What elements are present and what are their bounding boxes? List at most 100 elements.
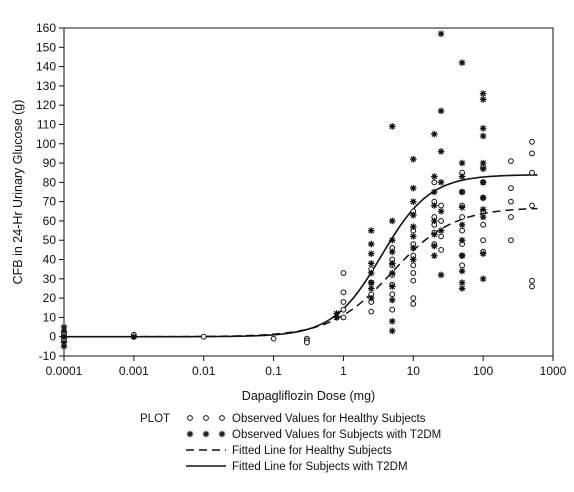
point-t2dm <box>60 323 68 331</box>
legend-circle-icon <box>203 415 209 421</box>
point-t2dm <box>388 248 396 256</box>
legend: PLOT Observed Values for Healthy Subject… <box>140 413 441 473</box>
point-t2dm <box>388 260 396 267</box>
point-healthy <box>410 301 417 307</box>
legend-entry-healthy-observed: Observed Values for Healthy Subjects <box>232 413 426 425</box>
fitted-line-t2dm <box>64 174 538 338</box>
point-t2dm <box>458 279 466 286</box>
point-healthy <box>459 262 466 269</box>
point-t2dm <box>479 179 487 186</box>
point-t2dm <box>431 252 438 259</box>
point-t2dm <box>60 343 68 350</box>
data-points <box>60 30 535 350</box>
point-healthy <box>459 214 466 220</box>
point-healthy <box>508 237 514 244</box>
y-tick-label: 40 <box>43 253 57 267</box>
point-healthy <box>340 299 347 305</box>
legend-entry-healthy-fitted: Fitted Line for Healthy Subjects <box>232 445 392 457</box>
point-t2dm <box>479 159 487 167</box>
point-t2dm <box>388 327 396 335</box>
point-healthy <box>270 335 277 342</box>
point-healthy <box>438 202 444 209</box>
legend-title: PLOT <box>140 413 170 425</box>
x-tick-label: 1000 <box>540 364 567 378</box>
point-healthy <box>508 214 514 220</box>
point-healthy <box>410 270 417 276</box>
point-t2dm <box>367 269 375 277</box>
plot-frame <box>63 27 554 357</box>
point-healthy <box>340 289 347 296</box>
point-t2dm <box>388 317 396 325</box>
point-t2dm <box>431 130 438 138</box>
point-healthy <box>200 333 207 340</box>
point-t2dm <box>437 227 445 234</box>
point-healthy <box>438 218 444 224</box>
y-tick-label: 10 <box>43 310 57 324</box>
legend-entry-t2dm-observed: Observed Values for Subjects with T2DM <box>232 429 441 441</box>
point-t2dm <box>458 221 466 229</box>
y-tick-label: 160 <box>36 21 56 35</box>
y-tick-label: 150 <box>36 40 56 54</box>
point-t2dm <box>479 213 487 221</box>
point-t2dm <box>333 310 340 317</box>
legend-asterisk-icon <box>218 430 226 438</box>
point-t2dm <box>479 206 487 213</box>
point-t2dm <box>409 244 417 252</box>
point-t2dm <box>431 217 438 225</box>
point-t2dm <box>60 339 68 346</box>
point-t2dm <box>388 123 396 130</box>
point-healthy <box>389 291 396 298</box>
point-healthy <box>459 227 466 234</box>
point-t2dm <box>367 227 375 234</box>
y-tick-label: 80 <box>43 175 57 189</box>
point-t2dm <box>479 250 487 258</box>
point-t2dm <box>367 250 375 258</box>
point-t2dm <box>479 275 487 283</box>
point-healthy <box>529 138 535 145</box>
y-tick-label: 20 <box>43 291 57 305</box>
x-tick-label: 0.0001 <box>46 364 83 378</box>
legend-asterisk-icon <box>186 430 194 438</box>
point-healthy <box>529 283 535 290</box>
point-healthy <box>480 237 487 244</box>
point-t2dm <box>437 271 445 279</box>
point-t2dm <box>333 314 340 321</box>
point-healthy <box>529 277 535 284</box>
x-tick-label: 0.01 <box>192 364 216 378</box>
point-t2dm <box>437 148 445 155</box>
point-t2dm <box>431 188 438 196</box>
point-t2dm <box>367 294 375 302</box>
point-healthy <box>529 202 535 209</box>
point-t2dm <box>409 211 417 219</box>
point-t2dm <box>479 194 487 202</box>
y-tick-label: -10 <box>39 349 57 363</box>
x-tick-label: 100 <box>473 364 493 378</box>
y-tick-label: 100 <box>36 137 56 151</box>
point-t2dm <box>437 107 445 115</box>
y-axis-label: CFB in 24-Hr Urinary Glucose (g) <box>11 100 25 285</box>
point-healthy <box>368 308 375 315</box>
x-tick-label: 0.1 <box>265 364 282 378</box>
point-t2dm <box>458 285 466 292</box>
y-tick-label: 140 <box>36 60 56 74</box>
point-healthy <box>480 221 487 228</box>
point-t2dm <box>431 242 438 250</box>
y-tick-label: 70 <box>43 195 57 209</box>
point-t2dm <box>388 269 396 277</box>
point-healthy <box>529 169 535 176</box>
point-t2dm <box>60 327 68 335</box>
point-t2dm <box>458 204 466 211</box>
x-tick-label: 1 <box>340 364 347 378</box>
point-t2dm <box>409 184 417 192</box>
point-t2dm <box>479 132 487 140</box>
point-t2dm <box>367 279 375 286</box>
axis-labels: Dapagliflozin Dose (mg) CFB in 24-Hr Uri… <box>11 100 375 403</box>
x-tick-label: 10 <box>407 364 421 378</box>
y-tick-label: 50 <box>43 233 57 247</box>
point-healthy <box>340 270 347 276</box>
point-t2dm <box>458 188 466 196</box>
legend-entry-t2dm-fitted: Fitted Line for Subjects with T2DM <box>232 461 408 473</box>
point-t2dm <box>458 267 466 275</box>
legend-asterisk-icon <box>202 430 210 438</box>
point-t2dm <box>458 159 466 167</box>
